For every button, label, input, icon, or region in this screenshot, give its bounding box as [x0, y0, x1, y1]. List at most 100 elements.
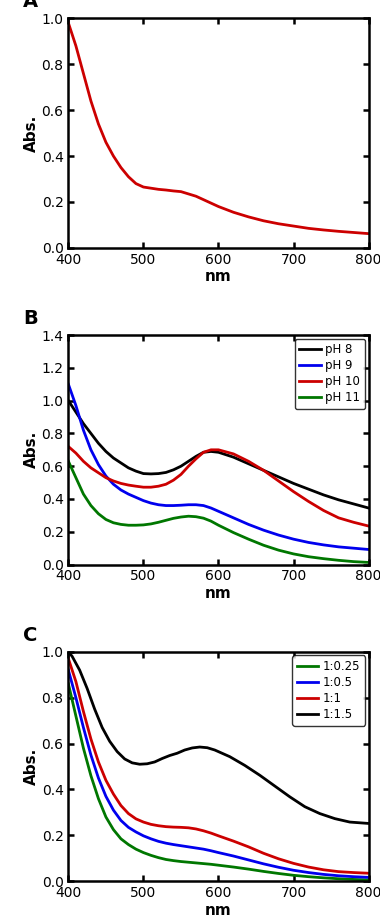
1:0.25: [119, 834, 123, 845]
pH 9: [141, 495, 146, 506]
pH 9: [171, 500, 176, 511]
1:1: [291, 857, 296, 868]
1:0.5: [89, 749, 93, 760]
pH 8: [171, 465, 176, 476]
pH 10: [306, 496, 311, 507]
pH 11: [366, 557, 371, 568]
1:1: [194, 823, 198, 834]
1:1: [149, 819, 153, 830]
pH 10: [149, 482, 153, 493]
pH 8: [156, 468, 161, 479]
pH 11: [66, 455, 71, 466]
1:1: [276, 854, 281, 865]
pH 9: [104, 471, 108, 482]
pH 10: [164, 479, 168, 490]
1:0.5: [209, 845, 213, 856]
pH 9: [231, 512, 236, 523]
pH 9: [74, 400, 78, 411]
1:1.5: [175, 747, 179, 758]
Line: pH 8: pH 8: [68, 400, 369, 508]
1:0.5: [111, 804, 116, 815]
pH 8: [96, 438, 101, 449]
pH 11: [89, 500, 93, 511]
pH 9: [149, 498, 153, 509]
1:0.5: [201, 844, 206, 855]
1:1: [261, 848, 266, 859]
1:0.5: [126, 822, 131, 833]
1:0.5: [231, 850, 236, 861]
pH 8: [246, 458, 251, 469]
pH 10: [104, 472, 108, 483]
Y-axis label: Abs.: Abs.: [24, 748, 39, 785]
1:1.5: [78, 665, 82, 676]
1:1.5: [258, 769, 262, 780]
pH 10: [119, 478, 123, 489]
1:1.5: [152, 756, 157, 767]
Text: A: A: [23, 0, 38, 11]
X-axis label: nm: nm: [205, 270, 232, 285]
pH 11: [306, 551, 311, 562]
pH 9: [179, 499, 183, 510]
pH 11: [201, 512, 206, 523]
1:1: [171, 822, 176, 833]
pH 11: [231, 527, 236, 538]
pH 9: [194, 499, 198, 510]
1:1.5: [168, 750, 172, 761]
1:0.25: [89, 770, 93, 781]
pH 9: [96, 459, 101, 470]
X-axis label: nm: nm: [205, 587, 232, 601]
1:1.5: [66, 646, 71, 657]
pH 11: [96, 509, 101, 520]
pH 10: [366, 521, 371, 532]
pH 8: [81, 418, 86, 429]
pH 8: [119, 457, 123, 468]
pH 8: [104, 446, 108, 457]
1:1.5: [85, 683, 89, 694]
pH 9: [366, 544, 371, 555]
Y-axis label: Abs.: Abs.: [24, 115, 39, 151]
pH 9: [261, 524, 266, 535]
Line: 1:0.25: 1:0.25: [68, 684, 369, 879]
pH 11: [321, 554, 326, 565]
1:1: [321, 865, 326, 875]
pH 11: [186, 510, 191, 521]
1:1.5: [182, 744, 187, 756]
1:1: [366, 868, 371, 879]
pH 9: [351, 543, 356, 554]
1:0.5: [194, 843, 198, 854]
pH 10: [246, 455, 251, 466]
pH 9: [276, 530, 281, 541]
pH 8: [89, 428, 93, 439]
pH 8: [164, 467, 168, 478]
1:0.25: [276, 868, 281, 879]
pH 11: [216, 520, 221, 531]
1:1: [141, 817, 146, 828]
pH 9: [336, 542, 341, 553]
1:1.5: [130, 757, 135, 768]
1:0.5: [66, 665, 71, 676]
1:1: [119, 800, 123, 812]
pH 8: [261, 465, 266, 476]
1:1.5: [190, 743, 195, 754]
pH 11: [111, 517, 116, 528]
pH 11: [119, 519, 123, 530]
pH 9: [186, 499, 191, 510]
pH 9: [81, 425, 86, 436]
1:1.5: [100, 722, 104, 733]
pH 10: [134, 481, 138, 492]
pH 9: [126, 488, 131, 499]
Line: pH 10: pH 10: [68, 446, 369, 526]
1:0.25: [209, 859, 213, 870]
1:0.5: [336, 870, 341, 881]
pH 10: [111, 476, 116, 487]
pH 8: [366, 502, 371, 513]
1:0.5: [156, 835, 161, 846]
pH 11: [351, 556, 356, 567]
1:1: [164, 821, 168, 832]
1:0.25: [216, 859, 221, 870]
1:0.25: [336, 873, 341, 884]
1:1.5: [138, 758, 142, 769]
pH 8: [351, 498, 356, 509]
1:0.25: [111, 824, 116, 835]
1:1.5: [228, 751, 232, 762]
